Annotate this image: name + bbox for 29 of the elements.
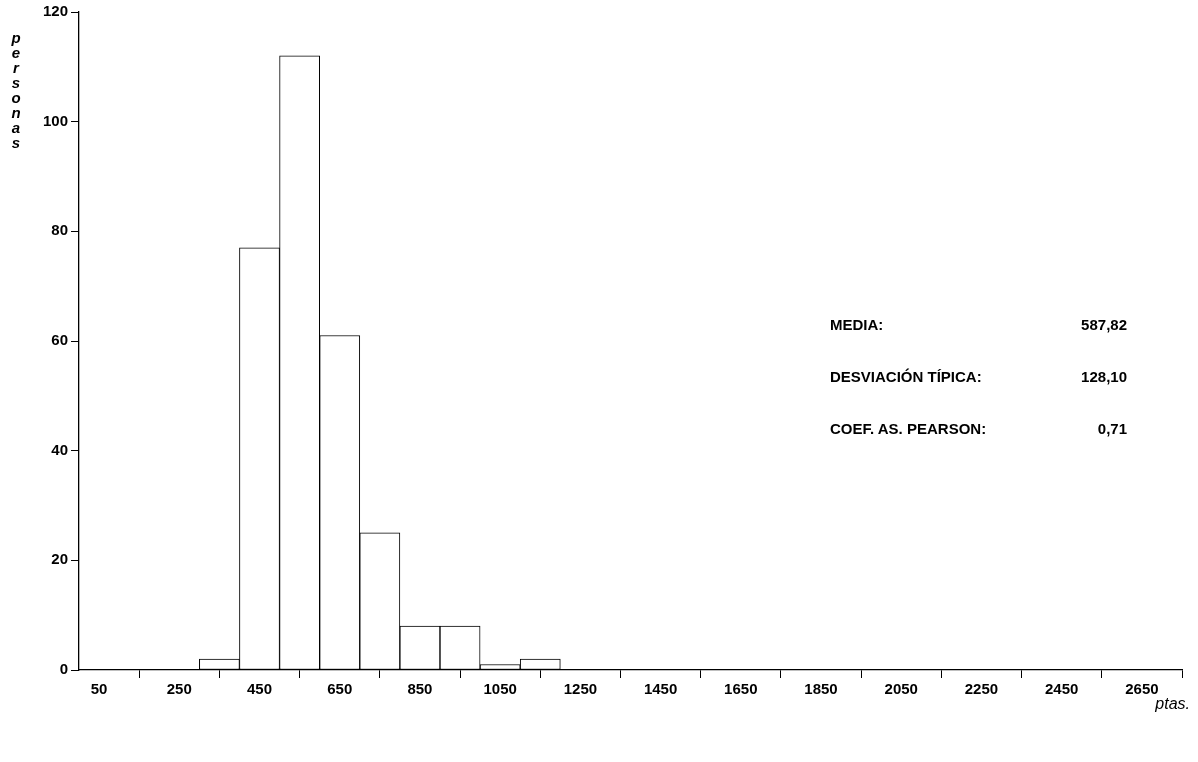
annotation: 587,82 (1081, 316, 1127, 334)
x-tick-label: 2050 (884, 680, 918, 698)
x-tick-label: 1450 (643, 680, 678, 698)
x-tick-label: 50 (90, 680, 108, 698)
x-tick-label: 1250 (563, 680, 598, 698)
y-tick-label: 80 (51, 221, 69, 239)
x-tick-label: 1650 (724, 680, 758, 698)
annotation: COEF. AS. PEARSON: (830, 420, 987, 438)
y-tick-label: 20 (51, 550, 69, 568)
x-tick-label: 2250 (964, 680, 999, 698)
annotation: DESVIACIÓN TÍPICA: (830, 368, 982, 386)
y-tick-label: 0 (59, 660, 69, 678)
x-tick-label: 850 (407, 680, 433, 698)
x-tick-label: 2450 (1044, 680, 1079, 698)
x-tick-label: 650 (327, 680, 353, 698)
x-tick-label: 1850 (804, 680, 838, 698)
x-tick-label: 450 (247, 680, 273, 698)
annotation: MEDIA: (830, 316, 884, 334)
annotation: 0,71 (1097, 420, 1127, 438)
x-tick-label: 2650 (1125, 680, 1159, 698)
x-axis-title: ptas. (1155, 695, 1190, 713)
y-tick-label: 100 (43, 111, 69, 129)
annotation: 128,10 (1081, 368, 1127, 386)
y-tick-label: 120 (43, 2, 69, 20)
y-tick-label: 60 (51, 331, 69, 349)
x-tick-label: 1050 (483, 680, 517, 698)
y-axis-title: personas (10, 29, 22, 151)
x-tick-label: 250 (166, 680, 192, 698)
y-tick-label: 40 (51, 440, 69, 458)
